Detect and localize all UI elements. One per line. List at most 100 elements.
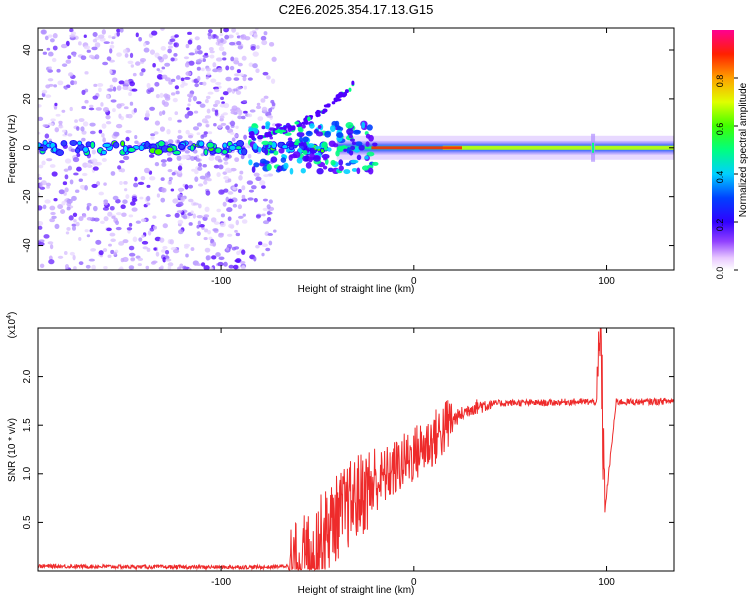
carrier-blob (228, 144, 237, 151)
noise-dot (235, 258, 242, 264)
noise-dot (194, 50, 199, 55)
noise-dot (241, 198, 248, 202)
noise-dot (92, 31, 98, 37)
carrier-blob (154, 148, 163, 156)
noise-dot (109, 84, 114, 89)
noise-dot (225, 65, 230, 71)
noise-dot (228, 41, 236, 46)
noise-dot (197, 183, 204, 187)
noise-dot (149, 49, 156, 55)
noise-dot (98, 129, 103, 134)
noise-dot (190, 210, 194, 215)
noise-dot (110, 249, 115, 255)
noise-dot (247, 77, 253, 81)
noise-dot (200, 67, 205, 72)
turbulence-blob (301, 124, 306, 129)
noise-dot (125, 129, 132, 134)
noise-dot (109, 48, 113, 54)
noise-dot (89, 104, 94, 108)
noise-dot (216, 172, 221, 178)
noise-dot (130, 257, 136, 262)
turbulence-blob (317, 125, 322, 130)
noise-dot (74, 189, 80, 193)
noise-dot (170, 188, 175, 192)
spectrogram-x-tick-label: -100 (211, 276, 231, 287)
noise-dot (177, 129, 182, 134)
noise-dot (256, 102, 261, 106)
turbulence-blob (264, 124, 270, 130)
snr-y-axis-label: SNR (10 * v/v) (7, 418, 18, 482)
noise-dot (203, 214, 210, 218)
noise-dot (205, 124, 210, 128)
turbulence-blob (329, 125, 336, 133)
noise-dot (241, 219, 248, 224)
noise-dot (124, 53, 129, 58)
noise-dot (51, 171, 58, 177)
noise-dot (95, 107, 102, 111)
noise-dot (73, 80, 78, 85)
turbulence-blob (269, 150, 275, 154)
drift-blob (315, 111, 319, 115)
noise-dot (127, 113, 133, 119)
noise-dot (261, 106, 268, 112)
noise-dot (159, 237, 165, 243)
colorbar: 0.0 0.2 0.4 0.6 0.8 Normalized spectral ampl… (712, 30, 749, 279)
colorbar-ticks: 0.0 0.2 0.4 0.6 0.8 (715, 75, 738, 279)
noise-dot (69, 28, 74, 33)
noise-dot (57, 204, 64, 210)
noise-dot (146, 247, 151, 252)
noise-dot (167, 168, 173, 173)
noise-dot (265, 247, 271, 252)
noise-dot (212, 62, 217, 68)
noise-dot (84, 229, 89, 233)
noise-dot (102, 61, 109, 66)
noise-dot (85, 264, 91, 269)
turbulence-blob (355, 141, 363, 147)
snr-y-tick-label: 1.0 (22, 466, 33, 480)
turbulence-blob (285, 148, 290, 153)
noise-dot (225, 125, 230, 130)
noise-dot (50, 118, 56, 122)
noise-dot (54, 223, 60, 229)
noise-dot (128, 214, 134, 218)
noise-dot (248, 189, 254, 193)
drift-blob (278, 129, 284, 134)
noise-dot (263, 174, 270, 178)
noise-dot (187, 39, 193, 45)
drift-blob (279, 126, 285, 130)
noise-dot (210, 78, 217, 83)
noise-dot (212, 228, 219, 232)
noise-dot (44, 133, 50, 139)
noise-dot (270, 78, 276, 84)
noise-dot (62, 181, 68, 186)
noise-dot (61, 129, 67, 133)
noise-dot (192, 126, 200, 131)
noise-dot (84, 99, 89, 104)
noise-dot (135, 61, 141, 66)
noise-dot (81, 130, 87, 135)
noise-dot (202, 54, 209, 58)
colorbar-label: Normalized spectral amplitude (738, 82, 749, 217)
noise-dot (72, 52, 77, 57)
spectrogram-frame (37, 27, 675, 271)
svg-text:(x104): (x104) (6, 312, 18, 339)
noise-dot (154, 120, 161, 126)
noise-dot (167, 180, 172, 185)
noise-dot (67, 55, 72, 60)
noise-dot (234, 157, 240, 163)
carrier-blob (157, 140, 166, 148)
noise-dot (88, 107, 95, 111)
noise-dot (123, 155, 130, 161)
noise-dot (178, 188, 183, 193)
turbulence-blob (346, 128, 354, 135)
noise-dot (188, 60, 195, 66)
carrier-blob (74, 147, 81, 154)
noise-dot (187, 31, 192, 35)
turbulence-blob (278, 147, 285, 154)
snr-y-tick-label: 2.0 (22, 369, 33, 383)
noise-dot (203, 265, 210, 270)
noise-dot (205, 76, 210, 80)
noise-dot (160, 46, 166, 51)
noise-dot (209, 266, 214, 270)
noise-dot (86, 205, 90, 211)
